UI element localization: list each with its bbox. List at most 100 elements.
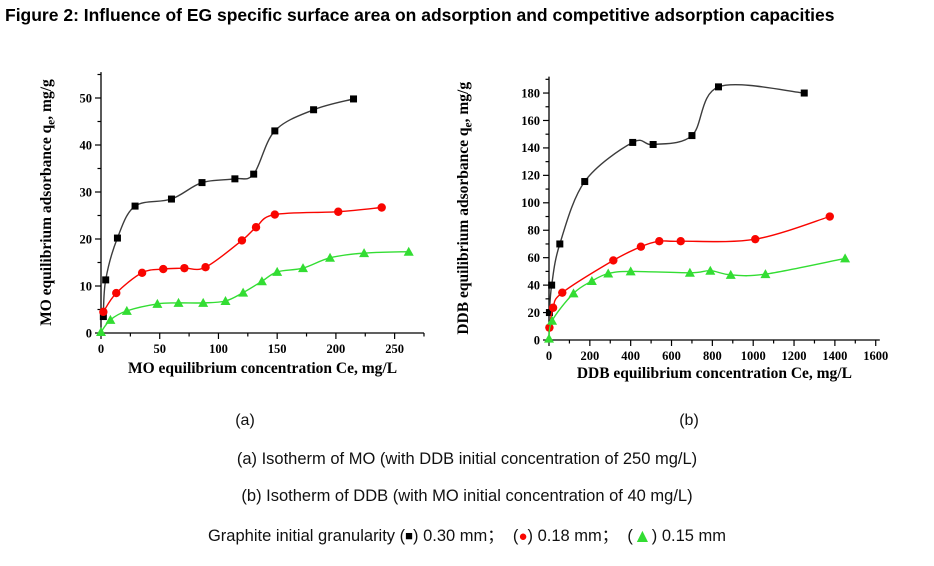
y-tick-label: 180 <box>521 86 540 100</box>
legend: Graphite initial granularity (■) 0.30 mm… <box>0 522 934 548</box>
marker-circle <box>334 207 343 216</box>
chart-a-mo-isotherm: 0 50 100 150 200 250 0 10 20 30 40 50 MO equilibrium… <box>25 55 450 400</box>
marker-circle <box>676 237 685 246</box>
marker-circle <box>655 237 664 246</box>
y-tick-label: 0 <box>86 326 92 340</box>
y-tick-label: 40 <box>528 278 541 292</box>
marker-square <box>271 127 279 135</box>
marker-triangle <box>547 315 558 325</box>
marker-circle <box>159 264 168 274</box>
legend-text-prefix: Graphite initial granularity ( <box>207 527 406 545</box>
series-markers-0.18mm <box>545 212 834 332</box>
marker-triangle <box>173 297 184 307</box>
marker-circle <box>751 234 760 244</box>
marker-circle <box>377 203 386 212</box>
marker-triangle <box>238 287 249 297</box>
marker-square <box>688 132 696 140</box>
marker-circle <box>609 256 618 265</box>
x-tick-label: 200 <box>580 349 599 363</box>
y-axis-title: MO equilibrium adsorbance qe, mg/g <box>38 79 58 326</box>
marker-triangle <box>220 296 231 306</box>
marker-square <box>131 202 139 210</box>
marker-triangle <box>272 266 283 276</box>
marker-triangle <box>256 276 267 286</box>
marker-square <box>545 309 553 317</box>
marker-triangle <box>586 276 597 286</box>
series-line-0.30mm <box>548 84 805 313</box>
y-tick-label: 20 <box>80 232 93 246</box>
marker-circle <box>201 263 210 272</box>
x-tick-label: 1000 <box>741 349 766 363</box>
marker-triangle <box>121 305 132 315</box>
caption-a: (a) Isotherm of MO (with DDB initial con… <box>236 450 698 468</box>
series-markers-0.15mm <box>544 253 851 343</box>
marker-circle <box>137 268 147 278</box>
marker-triangle <box>403 246 414 256</box>
red-circle-icon: ● <box>518 528 528 545</box>
marker-circle <box>548 303 558 312</box>
series-line-0.30mm <box>102 98 354 317</box>
x-tick-label: 0 <box>98 342 104 356</box>
x-tick-label: 600 <box>662 349 681 363</box>
figure-title: Figure 2: Influence of EG specific surfa… <box>5 5 835 25</box>
marker-circle <box>558 288 567 297</box>
marker-triangle <box>198 297 209 307</box>
marker-circle <box>112 288 121 298</box>
series-markers-0.15mm <box>96 246 414 337</box>
chart-a-svg: 0 50 100 150 200 250 0 10 20 30 40 50 MO equilibrium… <box>38 72 425 377</box>
marker-square <box>714 83 722 91</box>
marker-circle <box>237 236 247 245</box>
marker-square <box>310 106 318 114</box>
marker-square <box>102 276 110 284</box>
x-axis-title: MO equilibrium concentration Ce, mg/L <box>128 360 397 377</box>
marker-triangle <box>325 252 336 262</box>
black-square-icon: ■ <box>405 528 413 543</box>
x-tick-label: 50 <box>153 342 166 356</box>
marker-circle <box>636 242 646 251</box>
marker-square <box>649 140 657 148</box>
marker-triangle <box>152 298 163 308</box>
x-tick-label: 0 <box>546 349 552 363</box>
caption-b: (b) Isotherm of DDB (with MO initial con… <box>241 487 693 505</box>
subfigure-a-label: (a) <box>235 412 255 429</box>
marker-square <box>250 170 258 178</box>
y-axis-title: DDB equilibrium adsorbance qe, mg/g <box>455 82 475 335</box>
y-tick-label: 80 <box>528 224 541 238</box>
y-tick-label: 60 <box>528 251 541 265</box>
x-tick-label: 150 <box>268 342 287 356</box>
green-triangle-icon: ▲ <box>632 526 652 547</box>
marker-circle <box>99 307 108 317</box>
marker-triangle <box>705 265 716 275</box>
chart-b-svg: 0 200 400 600 800 1000 1200 1400 1600 0 20 40 60 80 10… <box>455 76 888 382</box>
y-tick-label: 140 <box>521 141 540 155</box>
x-tick-label: 1200 <box>782 349 807 363</box>
legend-text-030: ) 0.30 mm； ( <box>413 527 519 545</box>
marker-square <box>548 281 556 289</box>
marker-circle <box>251 223 261 232</box>
y-tick-label: 30 <box>80 185 93 199</box>
x-tick-label: 800 <box>703 349 722 363</box>
marker-triangle <box>359 248 370 258</box>
y-tick-label: 120 <box>521 169 540 183</box>
series-markers-0.30mm <box>99 95 358 321</box>
x-tick-label: 200 <box>327 342 346 356</box>
marker-square <box>350 95 358 103</box>
x-tick-label: 1600 <box>863 349 888 363</box>
marker-triangle <box>760 269 771 279</box>
marker-circle <box>825 212 834 221</box>
y-tick-label: 50 <box>80 91 93 105</box>
marker-square <box>581 178 589 186</box>
chart-b-ddb-isotherm: 0 200 400 600 800 1000 1200 1400 1600 0 20 40 60 80 10… <box>450 55 934 400</box>
marker-square <box>556 240 564 248</box>
series-line-0.15mm <box>100 251 409 333</box>
x-tick-label: 400 <box>621 349 640 363</box>
marker-triangle <box>105 314 116 324</box>
marker-triangle <box>625 266 636 276</box>
marker-triangle <box>840 253 851 263</box>
legend-text-015: ) 0.15 mm <box>651 527 727 545</box>
marker-square <box>99 313 107 321</box>
x-tick-label: 1400 <box>822 349 847 363</box>
marker-triangle <box>725 269 736 279</box>
marker-triangle <box>684 267 695 277</box>
